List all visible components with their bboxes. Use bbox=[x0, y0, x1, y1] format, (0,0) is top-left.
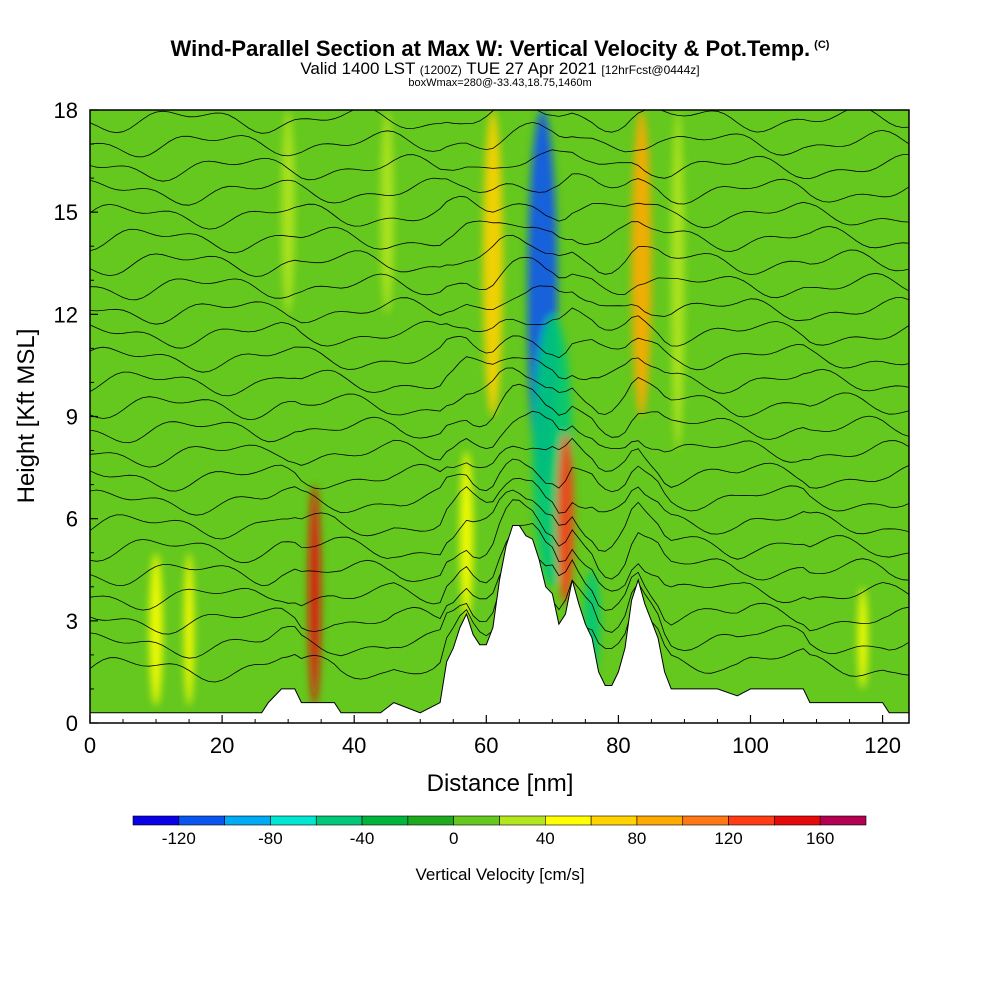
forecast-info: [12hrFcst@0444z] bbox=[601, 63, 700, 77]
y-tick-label-6: 6 bbox=[66, 507, 78, 532]
colorbar-swatch-5 bbox=[361, 815, 409, 826]
isentrope-line-23 bbox=[90, 110, 909, 134]
colorbar-label--120: -120 bbox=[162, 829, 196, 848]
velocity-cell-13 bbox=[671, 110, 685, 451]
terrain bbox=[90, 525, 909, 723]
isentrope-line-12 bbox=[90, 356, 909, 397]
colorbar-label-0: 0 bbox=[449, 829, 458, 848]
isentrope-line-14 bbox=[90, 307, 909, 349]
colorbar-label-80: 80 bbox=[627, 829, 646, 848]
y-tick-label-18: 18 bbox=[54, 98, 78, 123]
y-tick-label-12: 12 bbox=[54, 302, 78, 327]
isentrope-line-4 bbox=[90, 499, 909, 587]
colorbar-label-40: 40 bbox=[536, 829, 555, 848]
velocity-cell-7 bbox=[459, 450, 474, 621]
valid-utc: (1200Z) bbox=[419, 63, 462, 77]
y-tick-label-9: 9 bbox=[66, 405, 78, 430]
colorbar-swatch-8 bbox=[499, 815, 546, 826]
isentrope-line-22 bbox=[90, 121, 909, 158]
chart-title-text: Wind-Parallel Section at Max W: Vertical… bbox=[170, 36, 811, 61]
isentrope-line-25 bbox=[90, 55, 909, 86]
y-axis-title: Height [Kft MSL] bbox=[13, 329, 40, 504]
isentrope-line-17 bbox=[90, 234, 909, 277]
y-tick-label-0: 0 bbox=[66, 711, 78, 736]
velocity-cell-10 bbox=[857, 586, 868, 689]
chart-title: Wind-Parallel Section at Max W: Vertical… bbox=[0, 36, 1000, 62]
plot-area bbox=[90, 55, 909, 723]
x-axis: 0 20 40 60 80 100 120 bbox=[84, 715, 901, 758]
isentrope-line-19 bbox=[90, 195, 909, 230]
colorbar-swatch-13 bbox=[728, 815, 775, 826]
isentrope-line-9 bbox=[90, 410, 909, 468]
colorbar-label--40: -40 bbox=[350, 829, 375, 848]
isentrope-line-2 bbox=[90, 555, 909, 635]
y-tick-label-3: 3 bbox=[66, 609, 78, 634]
colorbar-swatch-1 bbox=[178, 815, 225, 826]
colorbar-swatch-3 bbox=[270, 815, 317, 826]
colorbar-swatch-7 bbox=[453, 815, 500, 826]
colorbar-title: Vertical Velocity [cm/s] bbox=[415, 865, 584, 884]
colorbar-swatch-4 bbox=[315, 815, 363, 826]
colorbar-swatch-14 bbox=[774, 815, 821, 826]
y-axis: 0 3 6 9 12 15 18 bbox=[54, 98, 98, 736]
x-tick-label-80: 80 bbox=[606, 733, 630, 758]
velocity-cell-0 bbox=[308, 484, 321, 706]
isentrope-line-16 bbox=[90, 256, 909, 301]
colorbar-label-160: 160 bbox=[806, 829, 834, 848]
velocity-cell-4 bbox=[557, 433, 574, 604]
isentrope-line-8 bbox=[90, 437, 909, 492]
velocity-cell-5 bbox=[482, 110, 503, 417]
colorbar-swatch-6 bbox=[407, 815, 454, 826]
colorbar-swatch-0 bbox=[132, 815, 180, 826]
colorbar-swatch-2 bbox=[224, 815, 271, 826]
isentrope-line-24 bbox=[239, 110, 243, 111]
isentrope-line-6 bbox=[90, 477, 909, 540]
x-tick-label-40: 40 bbox=[342, 733, 366, 758]
colorbar-swatch-10 bbox=[590, 815, 638, 826]
colorbar-label-120: 120 bbox=[714, 829, 742, 848]
isentrope-line-7 bbox=[90, 458, 909, 516]
x-tick-label-100: 100 bbox=[732, 733, 769, 758]
isentrope-line-15 bbox=[90, 285, 909, 325]
valid-date: TUE 27 Apr 2021 bbox=[466, 59, 597, 78]
colorbar-swatch-15 bbox=[819, 815, 867, 826]
colorbar-swatch-11 bbox=[636, 815, 684, 826]
colorbar bbox=[132, 815, 867, 826]
colorbar-swatch-9 bbox=[545, 815, 592, 826]
copyright-mark: (C) bbox=[814, 38, 830, 51]
velocity-cell-9 bbox=[184, 552, 195, 706]
colorbar-label--80: -80 bbox=[258, 829, 283, 848]
box-info: boxWmax=280@-33.43,18.75,1460m bbox=[408, 77, 592, 89]
colorbar-swatch-12 bbox=[682, 815, 729, 826]
y-tick-label-15: 15 bbox=[54, 200, 78, 225]
isentrope-line-18 bbox=[90, 220, 909, 254]
x-tick-label-60: 60 bbox=[474, 733, 498, 758]
x-axis-title: Distance [nm] bbox=[427, 770, 574, 797]
isentrope-line-11 bbox=[90, 367, 909, 421]
isentrope-line-13 bbox=[90, 335, 909, 373]
valid-time: Valid 1400 LST bbox=[300, 59, 416, 78]
x-tick-label-120: 120 bbox=[864, 733, 901, 758]
colorbar-labels: -120 -80 -40 0 40 80 120 160 bbox=[162, 829, 835, 848]
isentrope-line-5 bbox=[90, 489, 909, 564]
velocity-cell-8 bbox=[149, 552, 163, 706]
velocity-cell-11 bbox=[380, 110, 394, 315]
isentrope-line-10 bbox=[90, 383, 909, 444]
velocity-cell-6 bbox=[631, 110, 652, 417]
velocity-field bbox=[149, 110, 868, 706]
chart-subtitle: Valid 1400 LST (1200Z) TUE 27 Apr 2021 [… bbox=[0, 59, 1000, 79]
isentrope-line-20 bbox=[90, 173, 909, 206]
isentrope-line-21 bbox=[90, 149, 909, 182]
x-tick-label-0: 0 bbox=[84, 733, 96, 758]
x-tick-label-20: 20 bbox=[210, 733, 234, 758]
velocity-cell-12 bbox=[281, 110, 295, 315]
isentrope-line-3 bbox=[90, 523, 909, 611]
